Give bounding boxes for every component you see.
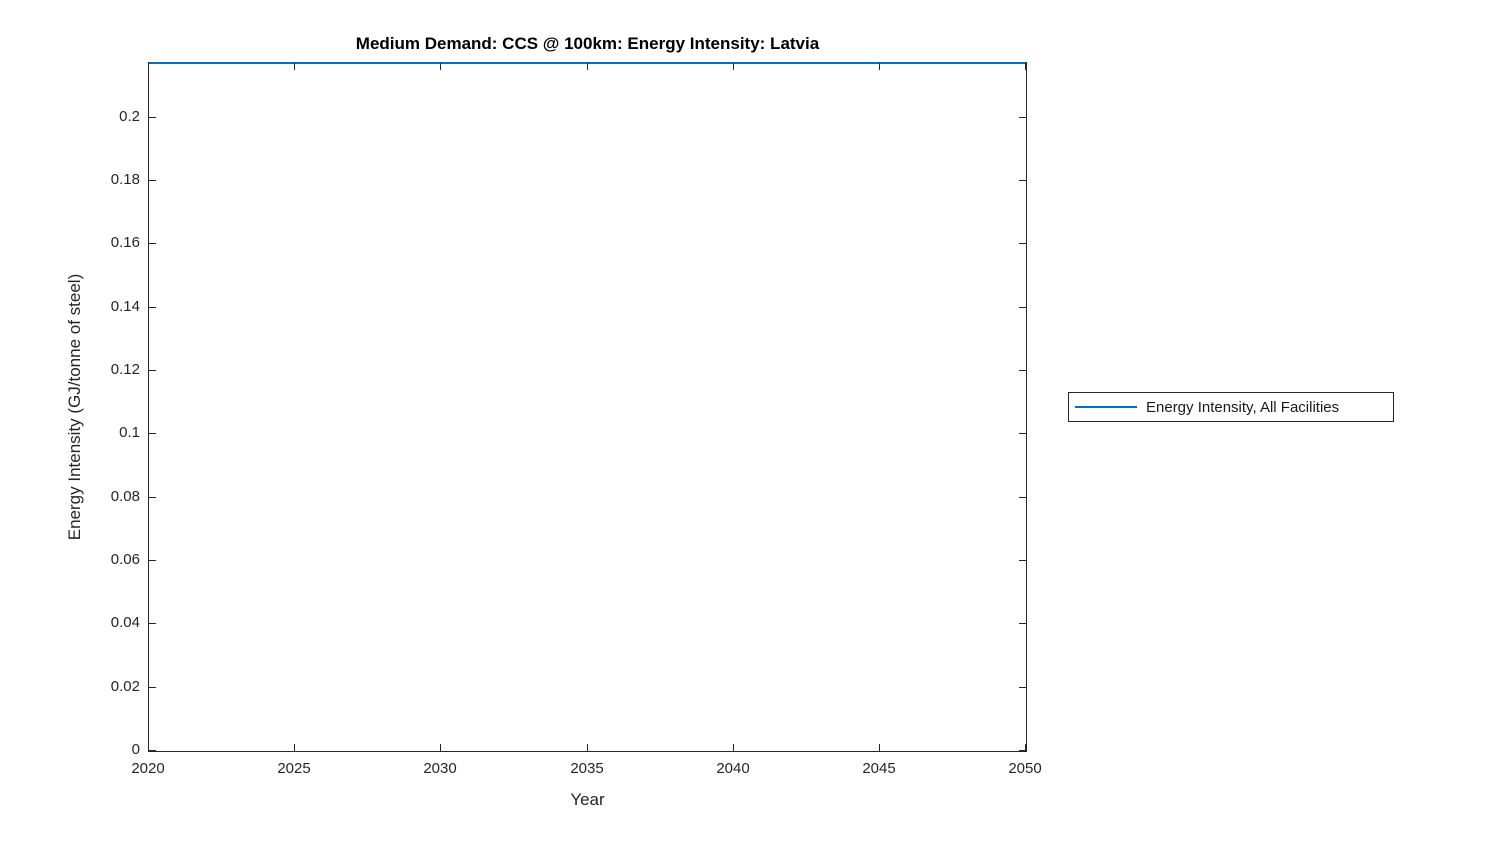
y-tick-mark xyxy=(149,307,156,308)
x-tick-mark-top xyxy=(587,63,588,70)
y-tick-mark xyxy=(149,370,156,371)
y-tick-mark xyxy=(149,180,156,181)
x-tick-mark-top xyxy=(733,63,734,70)
x-tick-mark xyxy=(294,744,295,751)
x-tick-mark xyxy=(587,744,588,751)
legend-entry-label: Energy Intensity, All Facilities xyxy=(1146,398,1340,416)
x-tick-label: 2045 xyxy=(862,760,896,777)
y-tick-mark-right xyxy=(1019,433,1026,434)
x-tick-mark xyxy=(148,744,149,751)
x-tick-mark-top xyxy=(1025,63,1026,70)
y-tick-label: 0.16 xyxy=(110,234,140,251)
legend-line-sample-icon xyxy=(1075,406,1137,408)
y-tick-mark-right xyxy=(1019,497,1026,498)
y-tick-label: 0.2 xyxy=(119,108,140,125)
x-tick-mark-top xyxy=(148,63,149,70)
x-tick-mark-top xyxy=(440,63,441,70)
x-tick-label: 2040 xyxy=(716,760,750,777)
x-tick-label: 2030 xyxy=(423,760,457,777)
y-tick-label: 0.04 xyxy=(110,614,140,631)
x-tick-label: 2035 xyxy=(570,760,604,777)
x-tick-mark xyxy=(879,744,880,751)
y-tick-mark xyxy=(149,497,156,498)
x-tick-label: 2020 xyxy=(131,760,165,777)
y-tick-mark xyxy=(149,560,156,561)
y-tick-mark-right xyxy=(1019,243,1026,244)
y-tick-mark-right xyxy=(1019,180,1026,181)
y-tick-mark xyxy=(149,750,156,751)
y-tick-mark-right xyxy=(1019,560,1026,561)
x-tick-mark xyxy=(440,744,441,751)
x-tick-mark xyxy=(1025,744,1026,751)
x-tick-mark-top xyxy=(294,63,295,70)
y-tick-label: 0.18 xyxy=(110,171,140,188)
y-tick-label: 0.06 xyxy=(110,551,140,568)
y-tick-mark xyxy=(149,117,156,118)
x-axis-label: Year xyxy=(570,790,605,809)
y-tick-mark-right xyxy=(1019,750,1026,751)
y-tick-mark-right xyxy=(1019,623,1026,624)
y-tick-mark-right xyxy=(1019,687,1026,688)
y-tick-mark-right xyxy=(1019,307,1026,308)
y-tick-label: 0.1 xyxy=(119,424,140,441)
x-tick-label: 2025 xyxy=(277,760,311,777)
y-tick-mark-right xyxy=(1019,370,1026,371)
y-tick-label: 0.12 xyxy=(110,361,140,378)
y-axis-label: Energy Intensity (GJ/tonne of steel) xyxy=(65,273,84,541)
y-tick-label: 0 xyxy=(131,741,140,758)
y-tick-mark-right xyxy=(1019,117,1026,118)
y-tick-mark xyxy=(149,243,156,244)
chart-title: Medium Demand: CCS @ 100km: Energy Inten… xyxy=(355,34,820,53)
y-tick-mark xyxy=(149,687,156,688)
y-tick-mark xyxy=(149,623,156,624)
y-tick-label: 0.14 xyxy=(110,298,140,315)
y-tick-label: 0.08 xyxy=(110,488,140,505)
y-tick-mark xyxy=(149,433,156,434)
x-tick-mark-top xyxy=(879,63,880,70)
x-tick-label: 2050 xyxy=(1008,760,1042,777)
y-tick-label: 0.02 xyxy=(110,678,140,695)
plot-area xyxy=(148,62,1027,752)
legend: Energy Intensity, All Facilities xyxy=(1068,392,1394,422)
x-tick-mark xyxy=(733,744,734,751)
